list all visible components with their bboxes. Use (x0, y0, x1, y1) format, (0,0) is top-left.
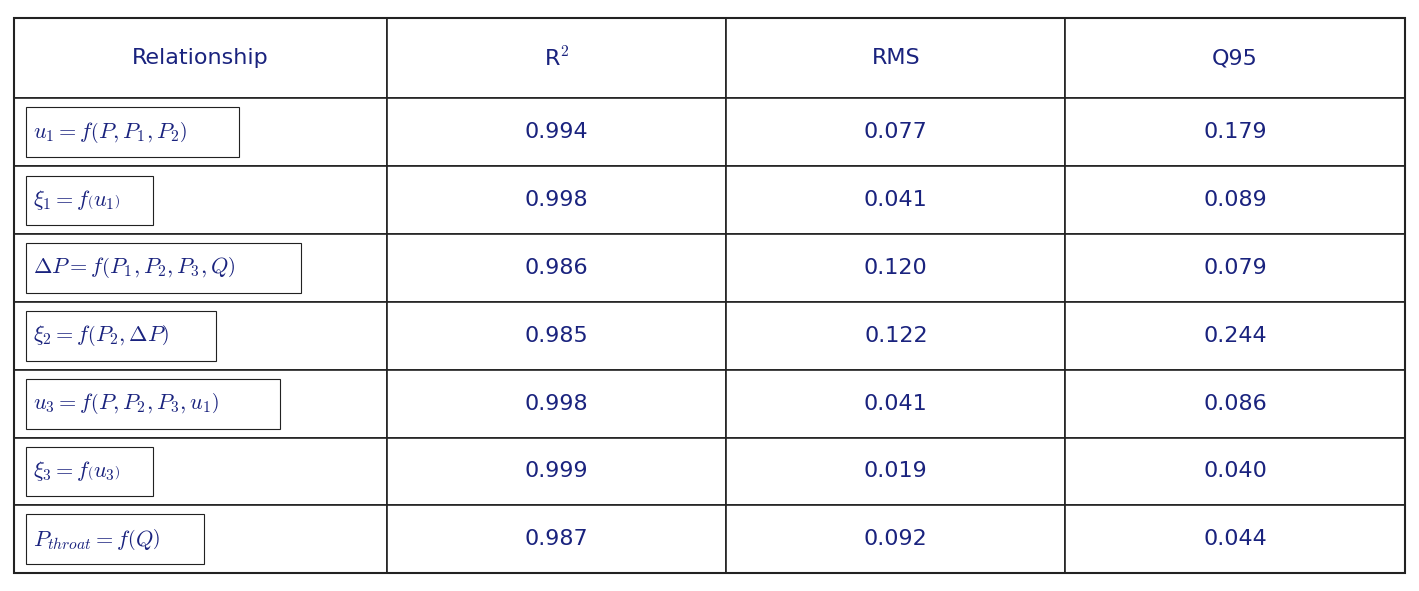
Bar (14, 166, 387, 234)
Bar (26, 176, 153, 225)
Text: 0.994: 0.994 (525, 122, 589, 142)
Bar (14, 437, 387, 505)
Bar (14, 234, 387, 302)
Bar (727, 18, 1066, 98)
Bar (727, 98, 1066, 166)
Text: $P_{throat}=f\left(Q\right)$: $P_{throat}=f\left(Q\right)$ (33, 527, 160, 552)
Text: RMS: RMS (871, 48, 920, 68)
Bar (26, 107, 238, 157)
Text: 0.985: 0.985 (525, 326, 589, 346)
Bar (1066, 18, 1405, 98)
Bar (387, 437, 727, 505)
Text: 0.041: 0.041 (864, 190, 928, 210)
Text: 0.122: 0.122 (864, 326, 928, 346)
Text: 0.019: 0.019 (864, 462, 928, 482)
Text: 0.987: 0.987 (525, 530, 589, 550)
Bar (727, 234, 1066, 302)
Text: 0.120: 0.120 (864, 258, 928, 278)
Bar (14, 370, 387, 437)
Bar (387, 166, 727, 234)
Bar (1066, 98, 1405, 166)
Text: 0.998: 0.998 (525, 190, 589, 210)
Bar (1066, 234, 1405, 302)
Bar (26, 378, 280, 428)
Text: $u_3=f\left(P,P_2,P_3,u_1\right)$: $u_3=f\left(P,P_2,P_3,u_1\right)$ (33, 391, 219, 416)
Bar (387, 234, 727, 302)
Bar (727, 505, 1066, 573)
Bar (387, 18, 727, 98)
Bar (14, 302, 387, 370)
Text: 0.998: 0.998 (525, 394, 589, 414)
Bar (26, 514, 204, 564)
Bar (727, 302, 1066, 370)
Text: 0.041: 0.041 (864, 394, 928, 414)
Bar (1066, 437, 1405, 505)
Text: 0.077: 0.077 (864, 122, 928, 142)
Bar (1066, 505, 1405, 573)
Bar (387, 98, 727, 166)
Text: 0.044: 0.044 (1203, 530, 1267, 550)
Bar (14, 98, 387, 166)
Text: 0.079: 0.079 (1203, 258, 1267, 278)
Text: Relationship: Relationship (132, 48, 270, 68)
Bar (14, 18, 387, 98)
Text: 0.179: 0.179 (1203, 122, 1267, 142)
Bar (727, 370, 1066, 437)
Bar (1066, 370, 1405, 437)
Text: R$^2$: R$^2$ (543, 46, 569, 70)
Text: 0.999: 0.999 (525, 462, 589, 482)
Text: $\xi_3=f\left(u_3\right)$: $\xi_3=f\left(u_3\right)$ (33, 459, 121, 483)
Bar (387, 505, 727, 573)
Bar (14, 505, 387, 573)
Bar (387, 302, 727, 370)
Bar (26, 311, 216, 361)
Bar (727, 437, 1066, 505)
Text: 0.092: 0.092 (864, 530, 928, 550)
Text: 0.244: 0.244 (1203, 326, 1267, 346)
Text: $u_1=f\left(P,P_1,P_2\right)$: $u_1=f\left(P,P_1,P_2\right)$ (33, 120, 187, 145)
Text: 0.086: 0.086 (1203, 394, 1267, 414)
Text: Q95: Q95 (1212, 48, 1259, 68)
Text: 0.089: 0.089 (1203, 190, 1267, 210)
Bar (727, 166, 1066, 234)
Text: 0.040: 0.040 (1203, 462, 1267, 482)
Text: $\Delta P=f\left(P_1,P_2,P_3,Q\right)$: $\Delta P=f\left(P_1,P_2,P_3,Q\right)$ (33, 255, 236, 280)
Bar (1066, 302, 1405, 370)
Bar (387, 370, 727, 437)
Text: $\xi_2=f\left(P_2,\Delta P\right)$: $\xi_2=f\left(P_2,\Delta P\right)$ (33, 323, 169, 348)
Text: $\xi_1=f\left(u_1\right)$: $\xi_1=f\left(u_1\right)$ (33, 188, 121, 212)
Text: 0.986: 0.986 (525, 258, 589, 278)
Bar (26, 447, 153, 496)
Bar (1066, 166, 1405, 234)
Bar (26, 243, 301, 293)
